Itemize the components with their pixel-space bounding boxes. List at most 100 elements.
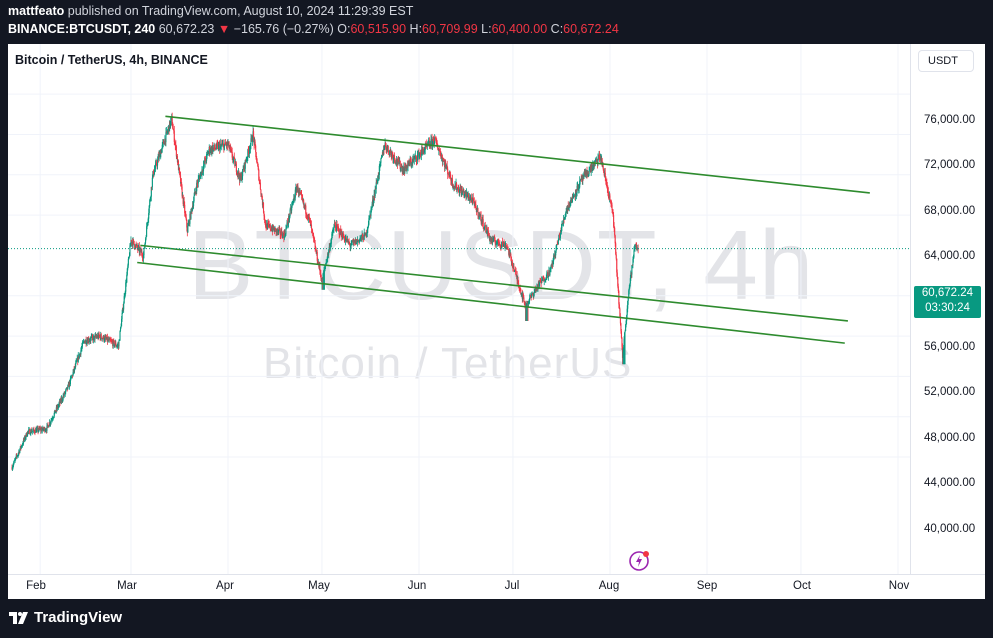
candle-body <box>301 195 303 199</box>
candle-body <box>522 294 524 298</box>
candle-body <box>489 238 491 240</box>
candle-body <box>392 155 394 160</box>
candle-body <box>380 158 382 163</box>
candle-body <box>619 308 621 317</box>
symbol-watermark: BTCUSDT, 4h <box>188 210 815 320</box>
candle-body <box>632 259 634 266</box>
candle-body <box>342 233 344 238</box>
candle-body <box>148 205 150 214</box>
candle-body <box>143 247 146 249</box>
candle-body <box>460 188 462 190</box>
candle-body <box>361 234 363 239</box>
candle-body <box>15 457 17 460</box>
candle-body <box>517 279 519 284</box>
candle-body <box>127 265 129 269</box>
candle-body <box>179 172 181 176</box>
candle-body <box>267 223 269 230</box>
candle-body <box>150 196 152 199</box>
channel-top-trendline <box>165 115 870 194</box>
candle-body <box>181 182 183 187</box>
candle-body <box>308 217 310 219</box>
candle-body <box>405 163 407 168</box>
candle-body <box>261 194 263 200</box>
candle-body <box>172 125 174 129</box>
author-name[interactable]: mattfeato <box>8 4 65 18</box>
candle-body <box>477 208 479 216</box>
candle-body <box>543 277 545 282</box>
tradingview-logo-icon[interactable]: TradingView <box>8 609 122 626</box>
candle-body <box>129 245 131 256</box>
candle-body <box>125 282 127 284</box>
candle-body <box>141 251 143 256</box>
candle-body <box>529 295 531 299</box>
name-watermark: Bitcoin / TetherUS <box>263 339 633 388</box>
candle-body <box>249 149 251 151</box>
candle-body <box>395 162 397 164</box>
candle-body <box>358 239 361 243</box>
candle-body <box>14 460 16 462</box>
candle-body <box>282 232 284 235</box>
chart-panel[interactable]: BTCUSDT, 4h Bitcoin / TetherUS Bitcoin /… <box>8 44 985 599</box>
candle-body <box>338 228 340 235</box>
candle-body <box>334 225 337 229</box>
candle-body <box>630 272 632 279</box>
candle-body <box>278 230 280 232</box>
candle-body <box>495 243 497 246</box>
candle-body <box>255 145 257 153</box>
candle-body <box>62 395 64 400</box>
candle-body <box>184 213 186 214</box>
candle-body <box>91 335 93 338</box>
candle-body <box>470 198 472 201</box>
candle-body <box>292 201 294 204</box>
candle-body <box>410 161 412 165</box>
candle-body <box>447 168 449 175</box>
candle-body <box>611 204 613 211</box>
candle-body <box>165 132 167 143</box>
candle-body <box>542 277 544 279</box>
price-plot[interactable] <box>8 44 985 599</box>
lightning-bolt-icon[interactable] <box>628 549 652 578</box>
candle-body <box>531 293 533 297</box>
candle-body <box>621 338 623 347</box>
candle-body <box>443 160 445 162</box>
candle-body <box>480 214 482 223</box>
candle-body <box>148 213 150 219</box>
candle-body <box>241 176 243 180</box>
candle-body <box>359 239 361 241</box>
brand-name: TradingView <box>34 609 123 626</box>
candle-body <box>327 253 329 259</box>
candle-body <box>29 433 31 435</box>
candle-body <box>399 160 401 170</box>
candle-body <box>219 145 221 151</box>
candle-body <box>154 163 157 169</box>
candle-body <box>259 180 261 183</box>
candle-body <box>296 187 298 193</box>
candle-body <box>588 174 590 176</box>
candle-body <box>555 245 557 251</box>
candle-body <box>582 177 584 181</box>
candle-body <box>331 233 333 239</box>
candle-body <box>298 189 301 193</box>
candle-body <box>555 250 557 256</box>
candle-body <box>38 427 40 431</box>
candle-body <box>331 231 333 234</box>
candle-body <box>104 337 106 341</box>
candle-body <box>422 148 424 151</box>
currency-button[interactable]: USDT <box>918 50 974 72</box>
candle-body <box>114 344 116 346</box>
open-value: 60,515.90 <box>350 22 407 36</box>
candle-body <box>49 422 51 426</box>
candle-body <box>513 271 516 273</box>
candle-body <box>56 406 58 409</box>
candle-body <box>514 269 517 272</box>
candle-body <box>520 293 522 295</box>
candle-body <box>458 188 460 193</box>
candle-body <box>312 232 314 235</box>
candle-body <box>166 130 168 133</box>
candle-body <box>463 194 465 196</box>
candle-body <box>339 234 341 236</box>
candle-body <box>216 143 218 145</box>
candle-body <box>46 425 48 432</box>
candle-body <box>314 240 316 243</box>
publish-text: published on TradingView.com, August 10,… <box>67 4 414 18</box>
